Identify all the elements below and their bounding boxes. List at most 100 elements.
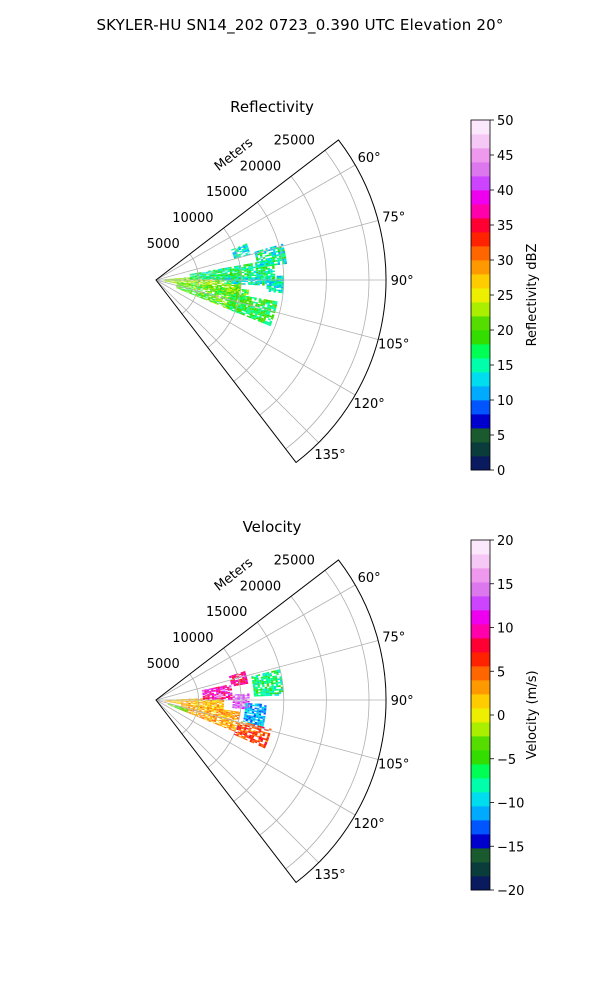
echo-gate xyxy=(283,258,287,261)
echo-gate xyxy=(223,293,227,296)
echo-gate xyxy=(239,725,243,728)
echo-gate xyxy=(234,717,237,720)
echo-gate xyxy=(205,285,209,287)
echo-gate xyxy=(260,691,263,694)
echo-gate xyxy=(191,711,194,713)
echo-gate xyxy=(195,703,198,704)
echo-gate xyxy=(220,271,223,273)
echo-gate xyxy=(226,302,230,305)
echo-gate xyxy=(223,275,226,277)
echo-gate xyxy=(198,712,202,715)
echo-gate xyxy=(188,282,191,284)
echo-gate xyxy=(206,709,210,711)
echo-gate xyxy=(235,701,238,704)
echo-gate xyxy=(257,683,260,686)
echo-gate xyxy=(176,701,179,703)
echo-gate xyxy=(234,694,238,696)
echo-gate xyxy=(220,271,223,274)
echo-gate xyxy=(190,281,194,282)
echo-gate xyxy=(215,299,218,301)
echo-gate xyxy=(258,713,262,716)
echo-gate xyxy=(222,722,226,725)
echo-gate xyxy=(263,263,267,266)
echo-gate xyxy=(216,691,219,693)
echo-gate xyxy=(226,292,230,294)
colorbar-tick-label: 15 xyxy=(497,578,514,593)
echo-gate xyxy=(230,297,233,300)
colorbar-segment xyxy=(471,568,490,583)
echo-gate xyxy=(210,273,214,275)
echo-gate xyxy=(224,268,228,270)
echo-gate xyxy=(244,678,248,681)
echo-gate xyxy=(274,675,278,678)
echo-gate xyxy=(167,704,171,706)
echo-gate xyxy=(186,709,189,711)
echo-gate xyxy=(228,696,231,698)
echo-gate xyxy=(218,302,222,305)
echo-gate xyxy=(266,322,269,326)
echo-gate xyxy=(269,257,273,260)
echo-gate xyxy=(243,292,247,295)
echo-gate xyxy=(244,307,248,310)
echo-gate xyxy=(271,289,274,291)
echo-gate xyxy=(247,305,251,308)
echo-gate xyxy=(227,722,231,725)
echo-gate xyxy=(257,282,260,284)
echo-gate xyxy=(216,693,219,695)
echo-gate xyxy=(264,686,268,689)
echo-gate xyxy=(264,322,267,325)
echo-gate xyxy=(212,269,216,271)
echo-gate xyxy=(278,688,282,691)
echo-gate xyxy=(249,314,253,318)
echo-gate xyxy=(251,315,255,318)
echo-gate xyxy=(251,726,255,729)
echo-gate xyxy=(211,719,215,721)
echo-gate xyxy=(215,287,218,289)
echo-gate xyxy=(207,717,210,720)
echo-gate xyxy=(217,688,221,690)
echo-gate xyxy=(275,669,279,672)
echo-gate xyxy=(164,701,167,702)
echo-gate xyxy=(182,289,186,291)
echo-gate xyxy=(222,280,225,282)
echo-gate xyxy=(249,708,253,711)
echo-gate xyxy=(175,287,179,289)
echo-gate xyxy=(224,290,228,292)
echo-gate xyxy=(209,692,212,694)
echo-gate xyxy=(204,703,208,704)
echo-gate xyxy=(193,287,196,289)
echo-gate xyxy=(279,257,282,260)
echo-gate xyxy=(180,284,184,285)
echo-gate xyxy=(192,291,195,293)
echo-gate xyxy=(183,708,187,710)
echo-gate xyxy=(183,705,186,707)
echo-gate xyxy=(250,268,254,270)
echo-gate xyxy=(267,673,270,676)
echo-gate xyxy=(274,676,278,680)
echo-gate xyxy=(222,306,226,308)
echo-gate xyxy=(227,300,230,302)
echo-gate xyxy=(231,248,234,251)
echo-gate xyxy=(206,292,210,295)
echo-gate xyxy=(209,709,212,711)
echo-gate xyxy=(269,275,272,278)
echo-gate xyxy=(183,700,186,702)
echo-gate xyxy=(178,288,181,290)
echo-gate xyxy=(216,295,219,297)
echo-gate xyxy=(260,694,264,697)
echo-gate xyxy=(176,707,180,709)
echo-gate xyxy=(222,715,225,718)
echo-gate xyxy=(228,303,232,306)
echo-gate xyxy=(278,283,282,285)
echo-gate xyxy=(246,715,249,718)
echo-gate xyxy=(249,734,252,737)
echo-gate xyxy=(243,278,246,280)
echo-gate xyxy=(176,707,180,709)
echo-gate xyxy=(267,272,271,274)
colorbar-segment xyxy=(471,162,490,177)
echo-gate xyxy=(219,284,222,287)
echo-data xyxy=(164,243,288,327)
echo-gate xyxy=(194,277,198,278)
echo-gate xyxy=(204,294,207,296)
echo-gate xyxy=(234,289,238,291)
